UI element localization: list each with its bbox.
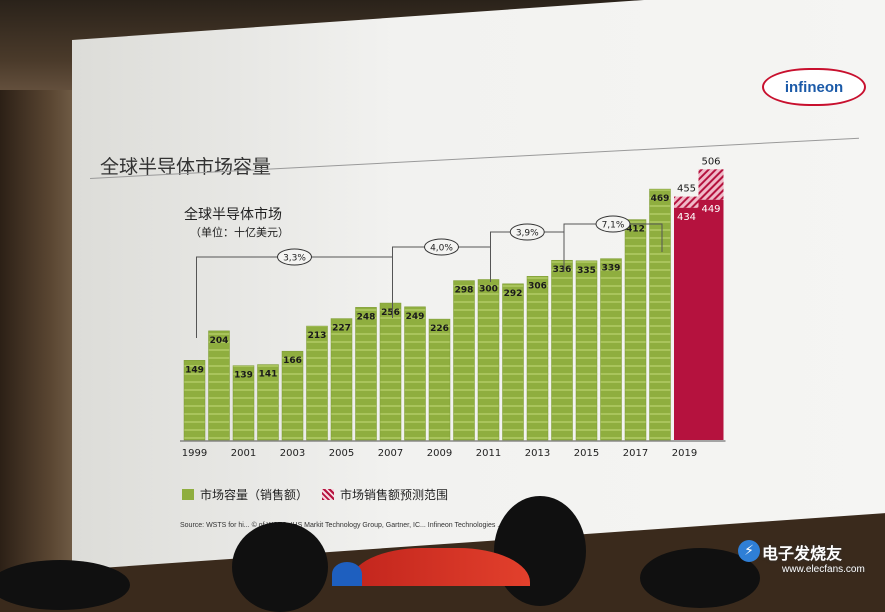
- data-label-2013: 306: [528, 281, 547, 291]
- cagr-bubble-4: [595, 215, 631, 233]
- data-label-2014: 336: [553, 265, 572, 275]
- x-tick-label-2001: 2001: [231, 448, 256, 459]
- cagr-label-4: 7,1%: [602, 221, 625, 231]
- legend-label-actual: 市场容量（销售额）: [200, 488, 309, 502]
- bar-2007: [379, 302, 402, 441]
- legend-actual: 市场容量（销售额）: [182, 486, 308, 503]
- cagr-label-2: 4,0%: [430, 244, 453, 254]
- x-tick-label-2003: 2003: [280, 448, 305, 459]
- data-label-2011: 300: [479, 285, 498, 295]
- blue-object: [332, 562, 362, 586]
- cagr-label-3: 3,9%: [516, 229, 539, 239]
- x-tick-label-2019: 2019: [672, 448, 697, 459]
- red-object: [350, 548, 530, 586]
- forecast-bar-2020: [698, 199, 724, 440]
- data-label-2001: 139: [234, 371, 253, 381]
- x-tick-label-2013: 2013: [525, 448, 550, 459]
- bar-2002: [257, 364, 279, 441]
- forecast-upper-label-2020: 506: [701, 156, 720, 167]
- bar-2008: [404, 306, 426, 441]
- bar-2003: [281, 350, 304, 441]
- bar-2011: [477, 279, 500, 441]
- data-label-2017: 412: [626, 225, 645, 235]
- cagr-bubble-2: [424, 238, 459, 256]
- legend-label-forecast: 市场销售额预测范围: [340, 488, 449, 502]
- audience-head: [0, 560, 130, 610]
- bar-2015: [575, 260, 598, 441]
- legend-swatch-actual: [182, 489, 194, 500]
- x-tick-label-2009: 2009: [427, 448, 452, 459]
- audience-head: [494, 496, 586, 606]
- data-label-2000: 204: [210, 336, 229, 346]
- x-tick-label-1999: 1999: [182, 448, 207, 459]
- data-label-2007: 256: [381, 308, 400, 318]
- infineon-logo: infineon: [762, 68, 866, 106]
- watermark-url: www.elecfans.com: [782, 564, 865, 575]
- bar-2000: [208, 330, 230, 441]
- audience-head: [232, 522, 328, 612]
- data-label-2005: 227: [332, 324, 351, 334]
- x-tick-label-2017: 2017: [623, 448, 648, 459]
- bar-2016: [600, 258, 622, 441]
- bar-1999: [183, 360, 206, 441]
- forecast-upper-label-2019: 455: [677, 184, 696, 195]
- bar-2006: [355, 307, 377, 441]
- cagr-bubble-1: [277, 248, 312, 266]
- forecast-label-2019: 434: [677, 212, 696, 223]
- bar-2010: [453, 280, 475, 441]
- bar-2001: [232, 365, 255, 441]
- bar-2014: [551, 259, 573, 441]
- bar-2017: [624, 219, 647, 441]
- forecast-range-2019: [674, 196, 699, 208]
- data-label-2003: 166: [283, 356, 302, 366]
- logo-text: infineon: [784, 78, 844, 96]
- x-tick-label-2005: 2005: [329, 448, 354, 459]
- slide-title: 全球半导体市场容量: [100, 156, 272, 178]
- x-tick-label-2011: 2011: [476, 448, 501, 459]
- data-label-2015: 335: [577, 266, 596, 276]
- forecast-bar-2019: [674, 207, 699, 440]
- source-note: Source: WSTS for hi... © of WSTS, IHS Ma…: [180, 522, 531, 529]
- data-label-2016: 339: [602, 264, 621, 274]
- bar-2005: [330, 318, 353, 441]
- data-label-2006: 248: [357, 312, 376, 322]
- data-label-2012: 292: [504, 289, 523, 299]
- bar-2012: [502, 283, 524, 441]
- forecast-range-2020: [698, 169, 724, 200]
- data-label-2018: 469: [651, 194, 670, 204]
- forecast-label-2020: 449: [701, 204, 720, 215]
- chart-subtitle: （单位：十亿美元）: [190, 226, 289, 239]
- cagr-bubble-3: [509, 223, 545, 241]
- chart-title: 全球半导体市场: [184, 207, 282, 223]
- bar-2018: [649, 188, 671, 441]
- watermark-icon: ⚡: [738, 540, 760, 562]
- room-wall: [0, 90, 72, 586]
- bar-2013: [526, 276, 549, 441]
- data-label-2008: 249: [406, 312, 425, 322]
- legend-swatch-forecast: [322, 489, 334, 500]
- cagr-label-1: 3,3%: [283, 254, 306, 264]
- data-label-2009: 226: [430, 324, 449, 334]
- bar-2004: [306, 325, 328, 441]
- bar-chart: 149 204 139 141 166 213 227 248 256 249 226 298 300 2…: [180, 156, 726, 459]
- data-label-2002: 141: [259, 370, 278, 380]
- x-tick-label-2007: 2007: [378, 448, 403, 459]
- data-label-1999: 149: [185, 365, 204, 375]
- x-tick-label-2015: 2015: [574, 448, 599, 459]
- data-label-2010: 298: [455, 286, 474, 296]
- bar-2009: [428, 318, 451, 441]
- watermark-text: 电子发烧友: [762, 544, 843, 563]
- data-label-2004: 213: [308, 331, 327, 341]
- legend-forecast: 市场销售额预测范围: [322, 486, 448, 503]
